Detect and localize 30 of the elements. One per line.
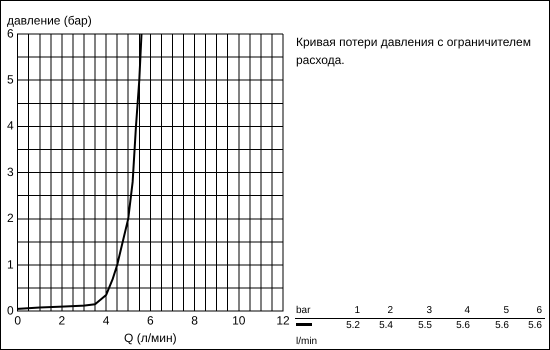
x-tick-label: 10 [232,314,246,328]
text: 5.2 [345,320,360,331]
x-tick-label: 4 [102,314,110,328]
y-tick-label: 0 [6,304,14,318]
text: 5.6 [455,320,470,331]
text: 3 [425,305,432,316]
text: 1 [353,305,360,316]
x-tick-label: 12 [276,314,290,328]
y-tick-label: 1 [6,257,14,272]
x-tick-label: 2 [58,314,66,328]
text: 4 [463,305,470,316]
text: 5.6 [527,320,542,331]
text: l/min [296,336,318,347]
y-tick-label: 2 [6,211,14,226]
x-axis-title: Q (л/мин) [124,331,177,346]
text: 5.5 [417,320,432,331]
text: 5 [502,305,509,316]
y-axis-title: давление (бар) [7,13,92,28]
y-tick-label: 6 [6,26,14,40]
y-tick-label: 3 [6,164,14,179]
text: 6 [535,305,542,316]
x-tick-label: 8 [191,314,198,328]
text: 5.6 [494,320,509,331]
text: Кривая потери давления с ограничителем расхода. [296,34,532,69]
y-tick-label: 5 [6,72,14,87]
text: 5.4 [378,320,393,331]
text: 2 [386,305,393,316]
text: bar [296,305,310,316]
x-tick-label: 6 [146,314,154,328]
y-tick-label: 4 [6,118,14,133]
